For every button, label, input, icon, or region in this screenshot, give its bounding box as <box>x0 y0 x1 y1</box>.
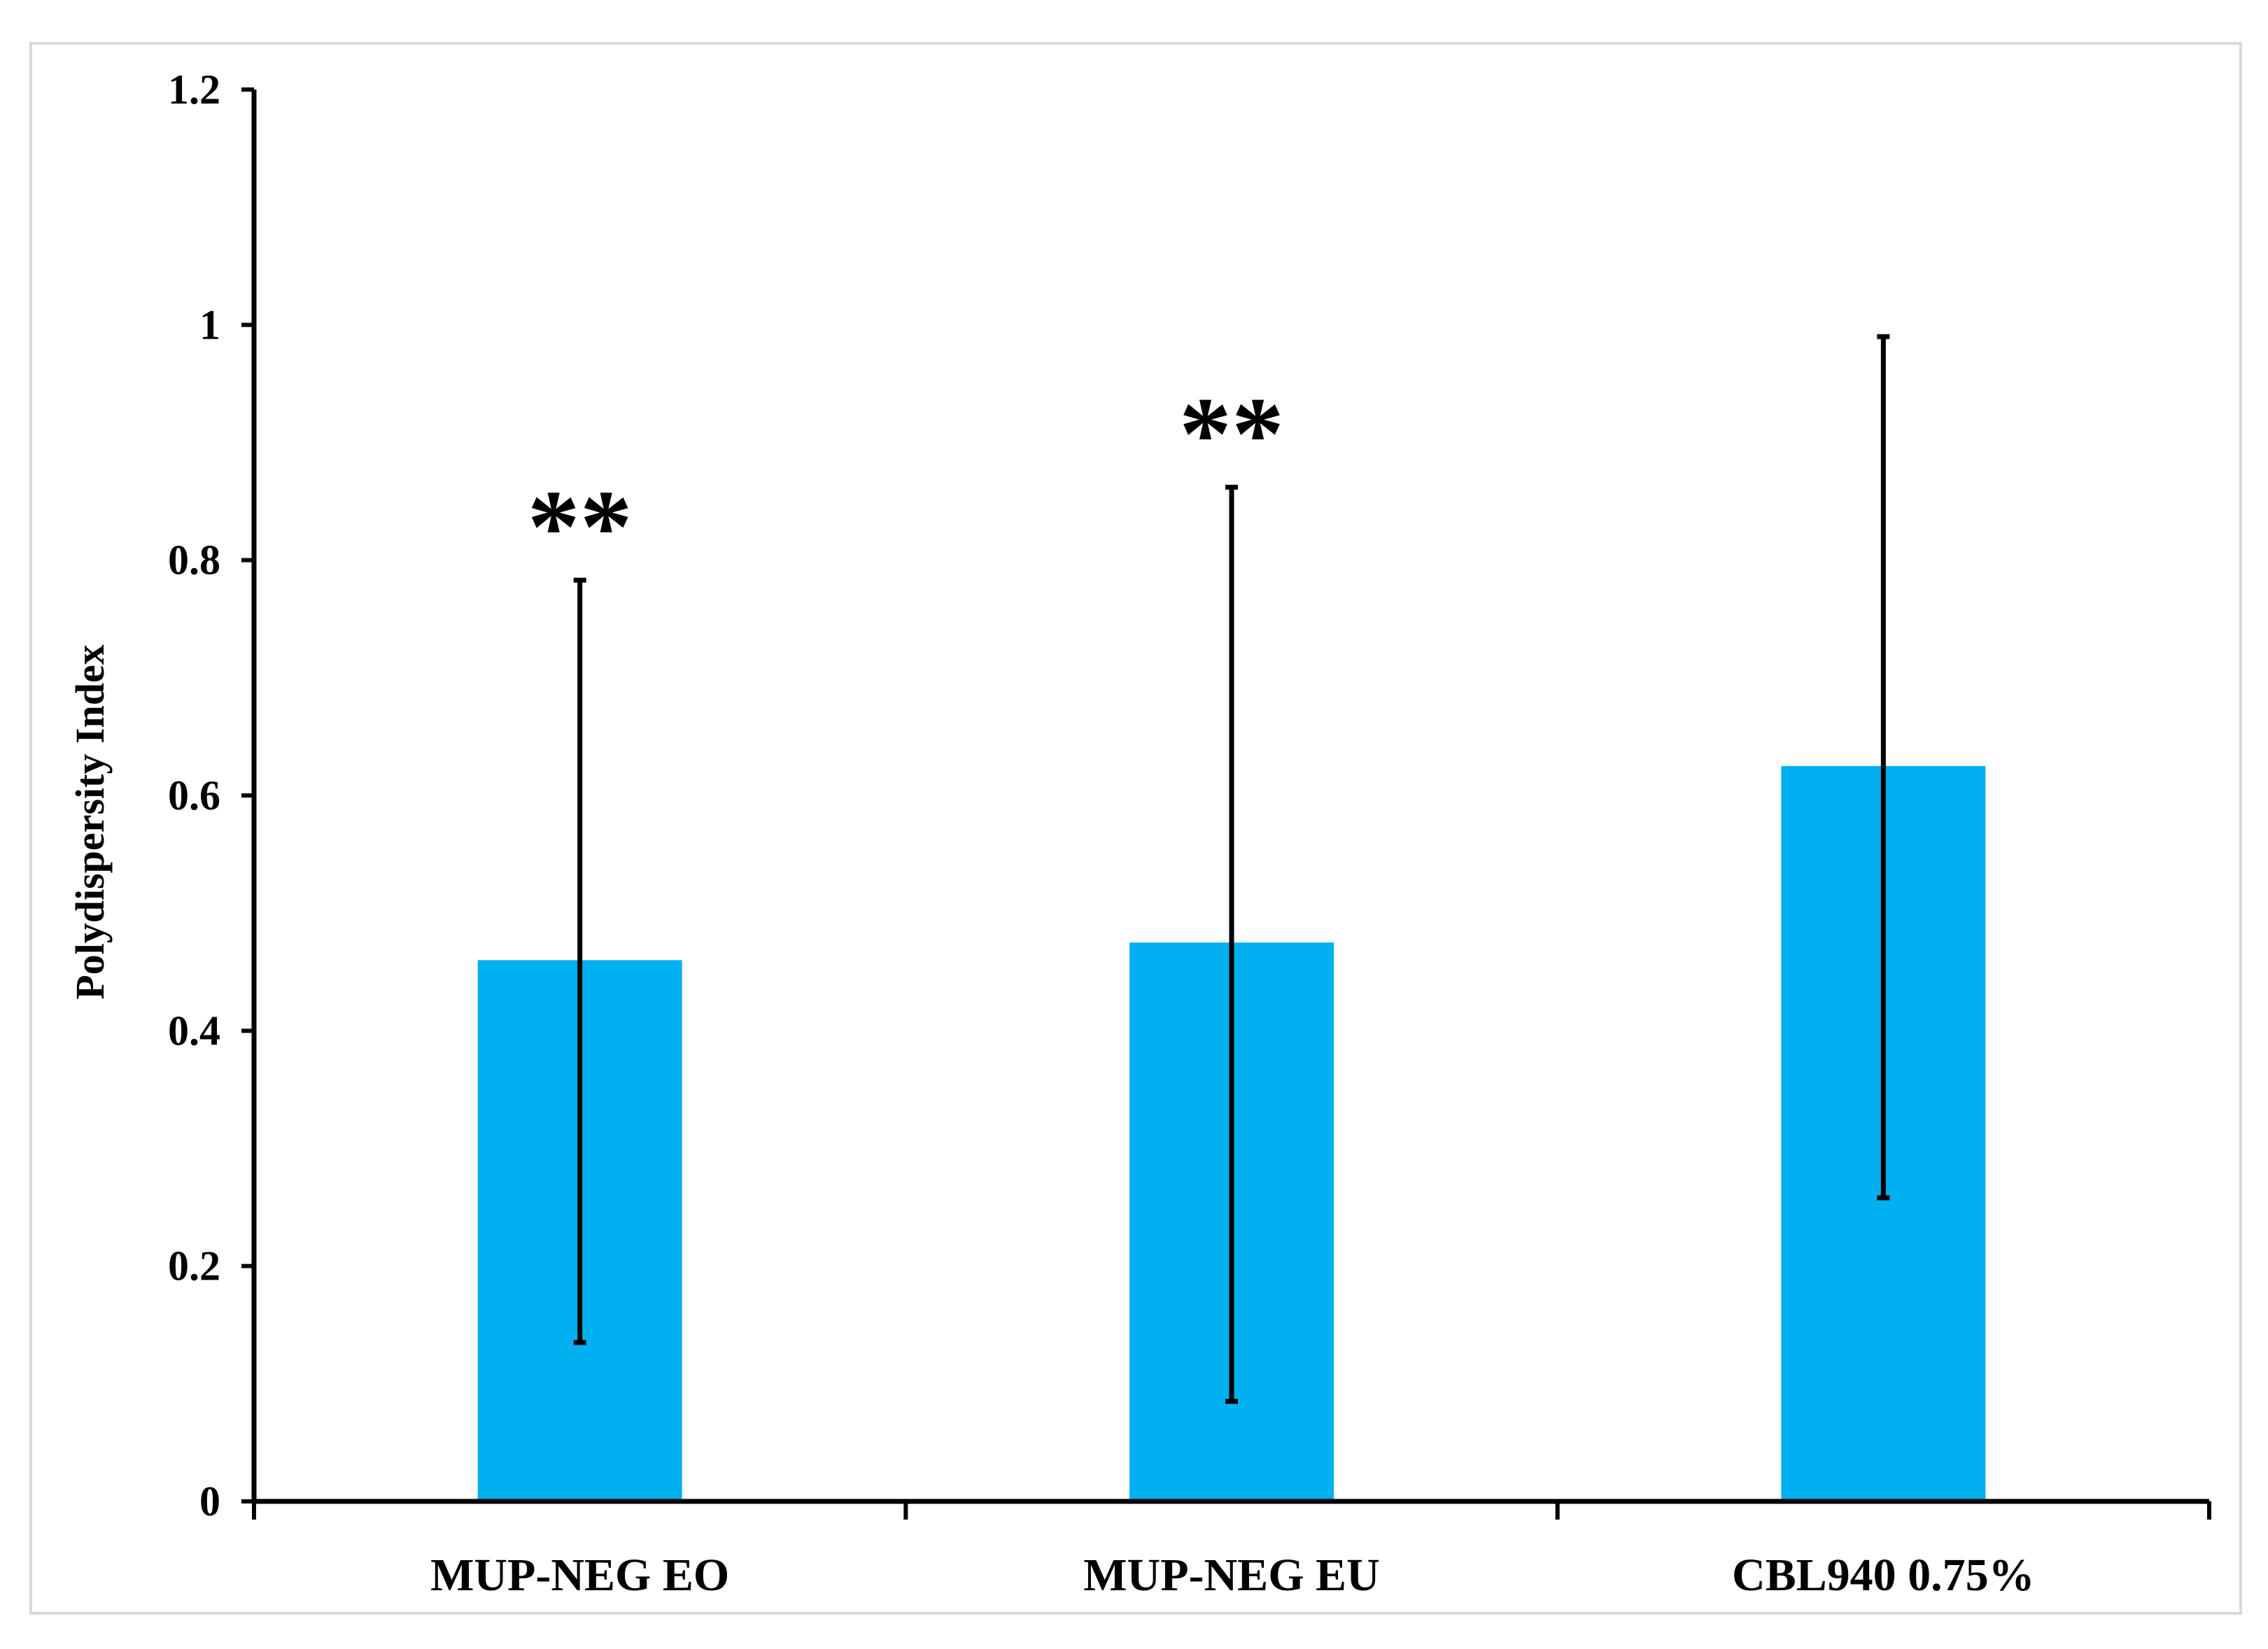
significance-annotation: ** <box>528 469 633 585</box>
chart-frame <box>29 42 2242 1615</box>
y-tick-label: 0.6 <box>168 772 220 819</box>
labels-layer: 0 0.2 0.4 0.6 0.8 1 1.2 MUP-NEG EO ** MUP-NEG EU *… <box>168 66 2035 1601</box>
error-bars-layer <box>573 334 1890 1404</box>
y-tick-label: 0.4 <box>168 1007 220 1054</box>
significance-annotation: ** <box>1179 376 1284 492</box>
x-tick-label: CBL940 0.75% <box>1732 1550 2035 1601</box>
y-tick-label: 0 <box>199 1478 220 1524</box>
y-axis-title: Polydispersity Index <box>67 644 113 1000</box>
y-tick-label: 1 <box>199 302 220 348</box>
x-tick-label: MUP-NEG EO <box>430 1550 729 1601</box>
y-tick-label: 0.2 <box>168 1243 220 1289</box>
y-tick-label: 1.2 <box>168 66 220 113</box>
ticks-layer <box>241 87 2211 1520</box>
x-tick-label: MUP-NEG EU <box>1083 1550 1379 1601</box>
y-tick-label: 0.8 <box>168 537 220 583</box>
